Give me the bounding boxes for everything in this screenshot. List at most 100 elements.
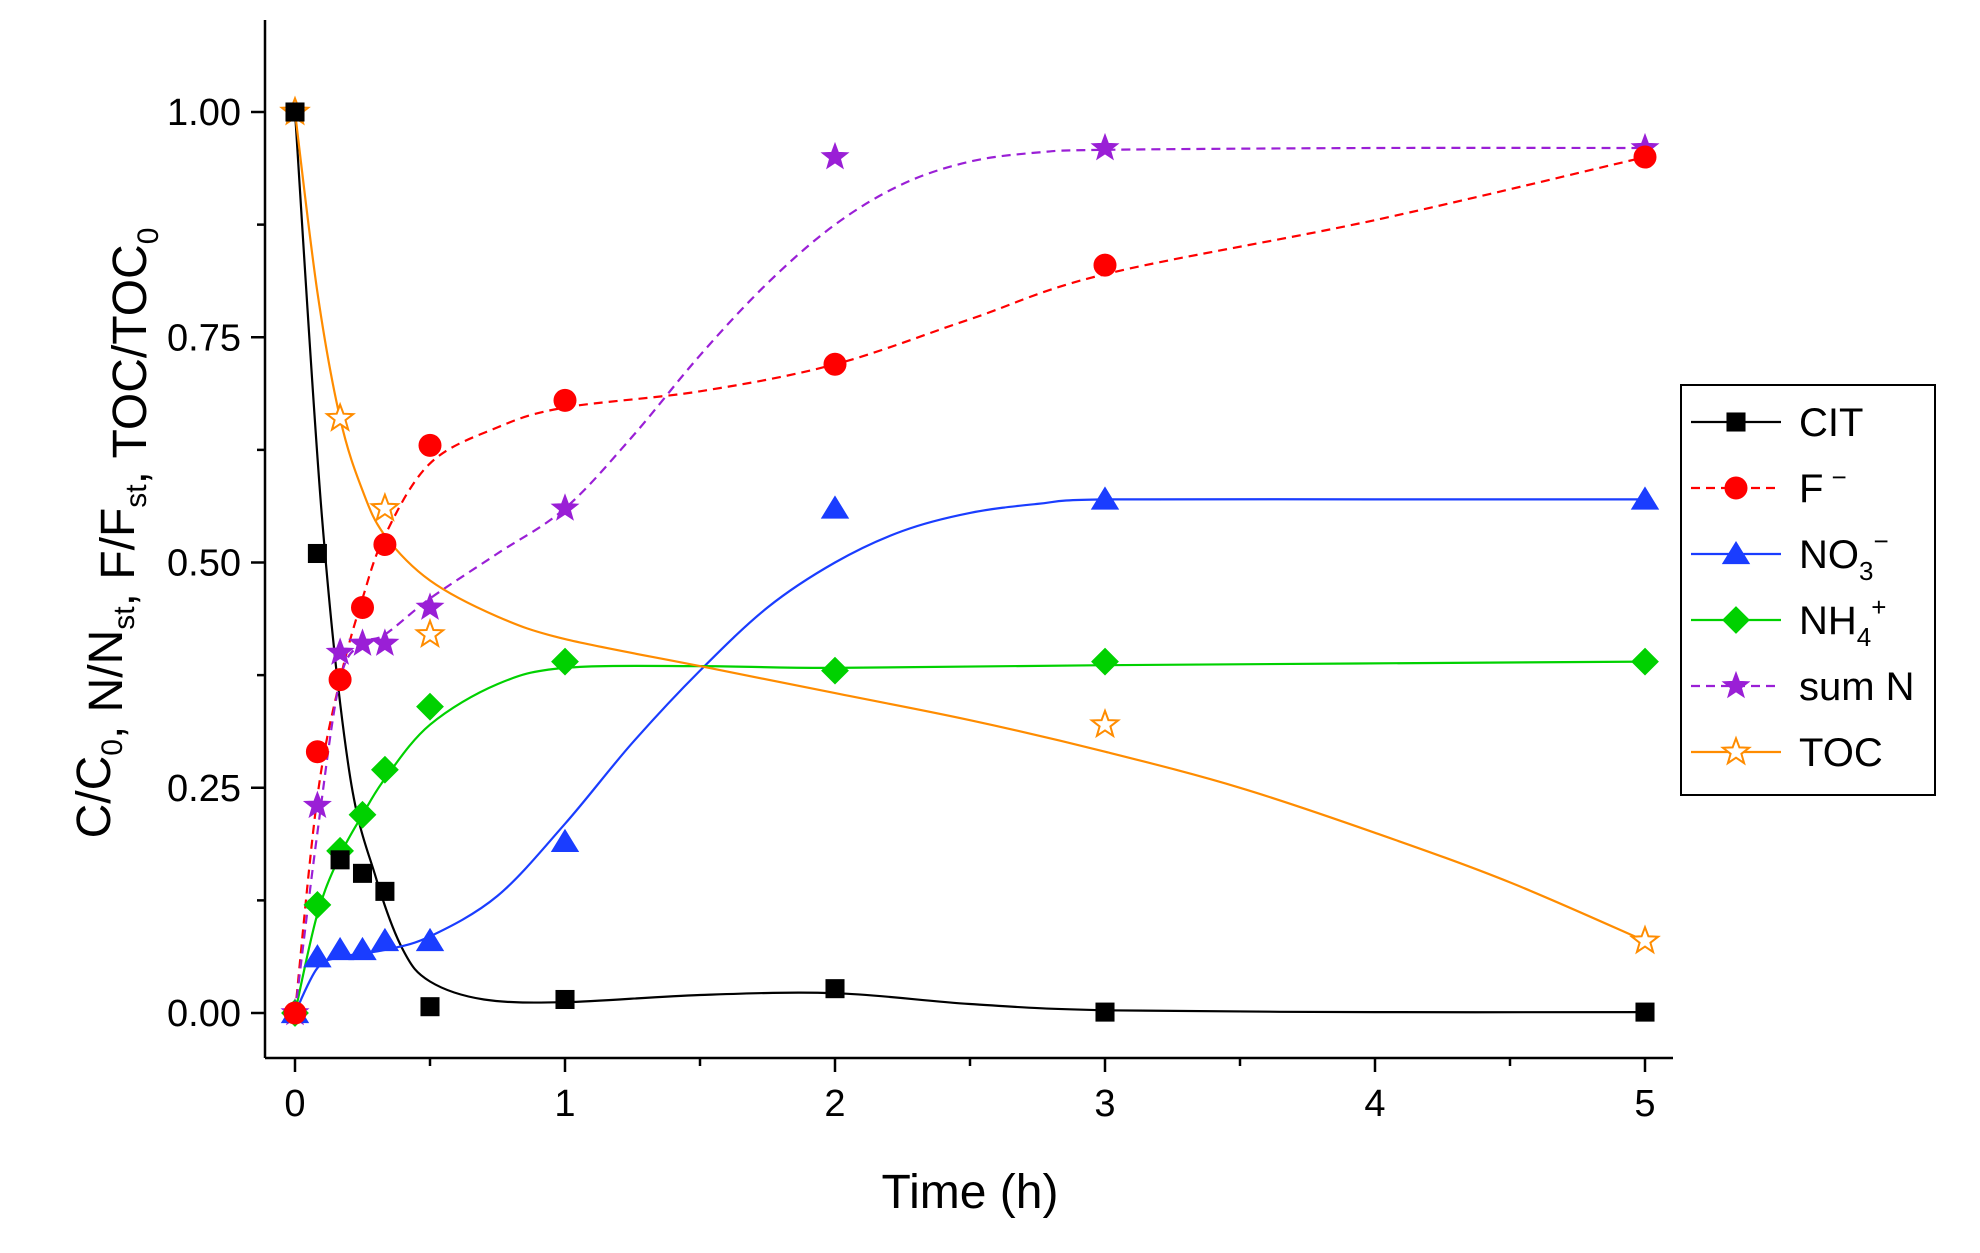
legend-box bbox=[1680, 384, 1936, 796]
axes: 0 1 2 3 4 5 0.00 0.25 0.50 0.75 1.00 bbox=[167, 20, 1673, 1125]
legend-marker-sum-n bbox=[1721, 670, 1751, 699]
data-point-cit bbox=[1635, 1002, 1655, 1022]
data-point-f bbox=[351, 596, 374, 620]
y-tick-label: 0.75 bbox=[167, 317, 241, 359]
curves-layer bbox=[293, 111, 1646, 1014]
legend-label-subscript: 3 bbox=[1859, 556, 1873, 586]
data-point-nh4 bbox=[1091, 647, 1119, 676]
markers-layer bbox=[279, 95, 1661, 1027]
data-point-sum-n bbox=[820, 141, 850, 170]
data-point-no3 bbox=[348, 936, 377, 961]
data-point-cit bbox=[375, 881, 395, 901]
legend-label-toc: TOC bbox=[1799, 731, 1883, 775]
x-tick-label: 5 bbox=[1634, 1083, 1655, 1125]
data-point-nh4 bbox=[303, 890, 332, 919]
data-point-nh4 bbox=[348, 800, 377, 829]
x-tick-label: 1 bbox=[554, 1083, 575, 1125]
data-point-no3 bbox=[550, 828, 580, 852]
x-tick-label: 0 bbox=[284, 1083, 305, 1125]
data-point-cit bbox=[330, 850, 350, 870]
data-point-no3 bbox=[325, 936, 355, 961]
series-line-sum-n bbox=[293, 146, 1646, 1014]
y-axis-title-subscript: 0 bbox=[96, 739, 129, 756]
y-axis-title: C/C0, N/Nst, F/Fst, TOC/TOC0 bbox=[68, 228, 165, 839]
data-point-cit bbox=[825, 979, 845, 999]
legend-label-text: NO bbox=[1799, 533, 1859, 577]
x-tick-label: 4 bbox=[1364, 1083, 1385, 1125]
legend-label-cit: CIT bbox=[1799, 401, 1863, 445]
legend-label-text: CIT bbox=[1799, 401, 1863, 445]
legend-marker-cit bbox=[1726, 412, 1746, 432]
data-point-nh4 bbox=[821, 656, 849, 685]
x-axis-title: Time (h) bbox=[882, 1166, 1059, 1219]
data-point-f bbox=[553, 388, 577, 412]
data-point-toc bbox=[369, 491, 401, 522]
series-line-f bbox=[293, 156, 1646, 1014]
legend-marker-toc bbox=[1720, 735, 1752, 766]
data-point-sum-n bbox=[302, 790, 332, 819]
legend-label-superscript: − bbox=[1831, 462, 1846, 492]
data-point-no3 bbox=[820, 495, 850, 519]
y-axis-title-subscript: st bbox=[120, 484, 153, 508]
data-point-toc bbox=[1089, 708, 1121, 739]
y-axis-title-part: C/C bbox=[68, 756, 121, 839]
data-point-toc bbox=[1629, 924, 1661, 955]
series-line-toc bbox=[293, 111, 1646, 942]
legend-label-text: sum N bbox=[1799, 665, 1915, 709]
data-point-nh4 bbox=[1631, 647, 1659, 676]
data-point-sum-n bbox=[370, 628, 400, 656]
data-point-toc bbox=[414, 617, 446, 649]
data-point-toc bbox=[324, 401, 356, 432]
data-point-no3 bbox=[415, 927, 445, 952]
data-point-sum-n bbox=[1090, 132, 1120, 161]
data-point-f bbox=[1633, 145, 1657, 169]
data-point-f bbox=[1093, 253, 1117, 277]
legend-label-superscript: + bbox=[1871, 592, 1886, 622]
data-point-f bbox=[328, 668, 352, 692]
data-point-sum-n bbox=[550, 493, 580, 521]
legend-label-text: NH bbox=[1799, 599, 1857, 643]
data-point-no3 bbox=[303, 944, 332, 968]
y-axis-title-subscript: st bbox=[108, 606, 141, 630]
data-point-cit bbox=[420, 997, 440, 1017]
y-axis-title-part: , N/N bbox=[80, 630, 133, 739]
data-point-no3 bbox=[1090, 486, 1120, 510]
data-point-nh4 bbox=[371, 755, 399, 784]
data-point-cit bbox=[555, 989, 575, 1010]
legend-marker-no3 bbox=[1721, 540, 1751, 565]
legend-label-nh4: NH4+ bbox=[1799, 592, 1886, 652]
data-point-cit bbox=[285, 102, 305, 122]
legend-label-f: F − bbox=[1799, 462, 1847, 511]
legend-marker-nh4 bbox=[1722, 606, 1750, 634]
data-point-no3 bbox=[370, 927, 400, 952]
legend-label-sum-n: sum N bbox=[1799, 665, 1915, 709]
y-axis-title-part: , F/F bbox=[92, 508, 145, 607]
data-point-f bbox=[373, 532, 397, 556]
data-point-no3 bbox=[1630, 486, 1660, 510]
series-line-nh4 bbox=[293, 660, 1646, 1014]
legend-label-no3: NO3− bbox=[1799, 526, 1889, 586]
data-point-cit bbox=[352, 863, 373, 883]
x-tick-label: 2 bbox=[824, 1083, 845, 1125]
y-axis-title-part: , TOC/TOC bbox=[104, 244, 157, 484]
data-point-f bbox=[418, 433, 442, 457]
data-point-sum-n bbox=[325, 637, 355, 665]
series-line-no3 bbox=[294, 497, 1645, 1014]
x-tick-label: 3 bbox=[1094, 1083, 1115, 1125]
legend-label-text: F bbox=[1799, 467, 1823, 511]
data-point-f bbox=[305, 740, 329, 764]
legend-label-superscript: − bbox=[1873, 526, 1888, 556]
data-point-nh4 bbox=[551, 647, 579, 676]
data-point-f bbox=[283, 1001, 307, 1025]
data-point-sum-n bbox=[415, 592, 445, 620]
y-tick-label: 0.25 bbox=[167, 768, 241, 810]
y-tick-label: 1.00 bbox=[167, 92, 241, 134]
legend-label-text: TOC bbox=[1799, 731, 1883, 775]
legend-label-subscript: 4 bbox=[1857, 622, 1871, 652]
data-point-f bbox=[823, 352, 847, 376]
y-tick-label: 0.50 bbox=[167, 543, 241, 585]
series-line-cit bbox=[293, 111, 1646, 1014]
y-tick-label: 0.00 bbox=[167, 993, 241, 1035]
